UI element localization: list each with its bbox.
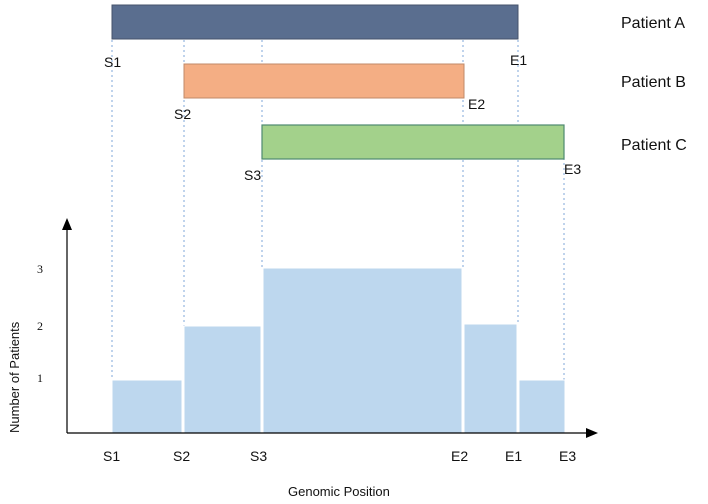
patient-b-label: Patient B: [621, 74, 686, 91]
x-label-s1: S1: [103, 448, 120, 464]
histogram-bar-s3-e2: [262, 267, 463, 434]
x-label-e2: E2: [451, 448, 468, 464]
x-label-s2: S2: [173, 448, 190, 464]
patient-c-row: S3 E3 Patient C: [244, 124, 687, 183]
patient-a-label: Patient A: [621, 15, 685, 32]
patient-a-bar: [111, 4, 519, 40]
patient-b-end-label: E2: [468, 96, 485, 112]
x-label-e1: E1: [505, 448, 522, 464]
patient-c-end-label: E3: [564, 161, 581, 177]
patient-b-start-label: S2: [174, 106, 191, 122]
patient-b-row: S2 E2 Patient B: [174, 63, 686, 122]
histogram-bar-e2-e1: [463, 323, 518, 434]
x-label-s3: S3: [250, 448, 267, 464]
guide-lines: [111, 40, 565, 380]
x-position-labels: S1 S2 S3 E2 E1 E3: [103, 448, 576, 464]
histogram-bar-s1-s2: [111, 379, 183, 434]
histogram-bar-e1-e3: [518, 379, 566, 434]
patient-b-bar: [183, 63, 465, 99]
y-axis-title: Number of Patients: [7, 321, 22, 433]
y-axis-arrow: [62, 218, 72, 230]
histogram-bar-s2-s3: [183, 325, 262, 434]
patient-c-start-label: S3: [244, 167, 261, 183]
y-tick-label: 3: [37, 262, 43, 276]
histogram-bars: [111, 267, 566, 434]
patient-a-end-label: E1: [510, 52, 527, 68]
patient-c-label: Patient C: [621, 137, 687, 154]
patient-a-start-label: S1: [104, 54, 121, 70]
x-axis-arrow: [586, 428, 598, 438]
x-label-e3: E3: [559, 448, 576, 464]
histogram-axes: [62, 218, 598, 438]
patient-c-bar: [261, 124, 565, 160]
y-tick-labels: 1 2 3: [37, 262, 43, 385]
x-axis-title: Genomic Position: [288, 484, 390, 499]
patient-a-row: S1 E1 Patient A: [104, 4, 685, 70]
y-tick-label: 1: [37, 371, 43, 385]
y-tick-label: 2: [37, 319, 43, 333]
